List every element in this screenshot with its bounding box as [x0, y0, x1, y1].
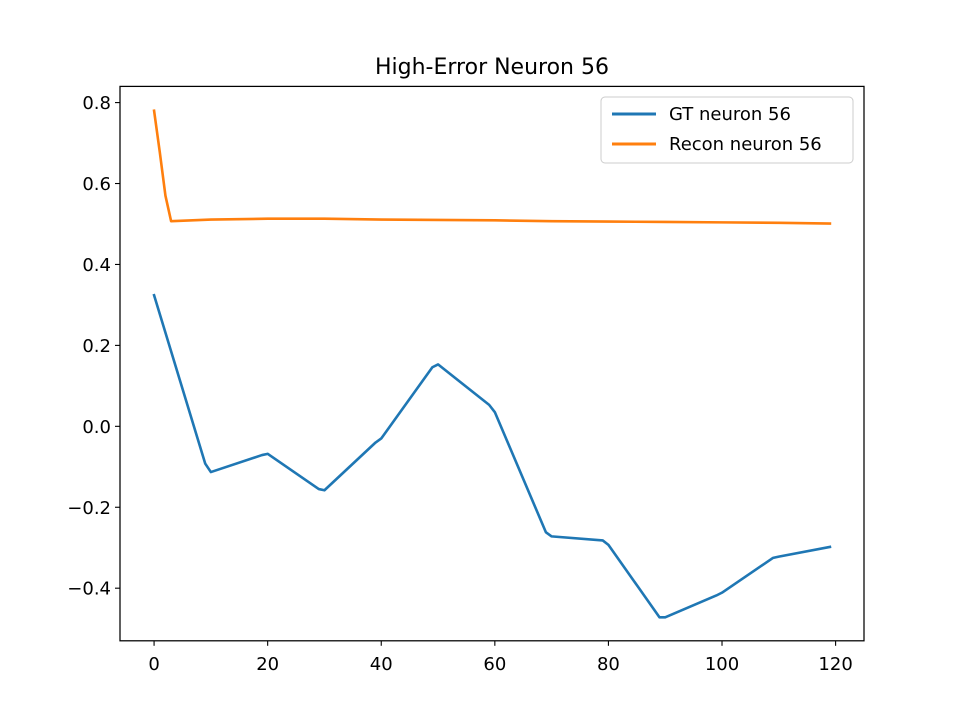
- series-line-recon: [152, 109, 832, 225]
- series-layer: [152, 109, 832, 619]
- legend: GT neuron 56 Recon neuron 56: [600, 96, 854, 164]
- y-tick-label: 0.6: [82, 174, 111, 195]
- chart-title: High-Error Neuron 56: [375, 55, 609, 80]
- y-axis: −0.4 −0.2 0.0 0.2 0.4 0.6 0.8: [67, 93, 120, 600]
- legend-label-recon: Recon neuron 56: [669, 134, 822, 155]
- y-tick-label: 0.0: [82, 417, 111, 438]
- x-tick-label: 40: [370, 654, 393, 675]
- x-tick-label: 20: [256, 654, 279, 675]
- y-tick-label: −0.4: [67, 579, 111, 600]
- x-tick-label: 60: [483, 654, 506, 675]
- y-tick-label: −0.2: [67, 498, 111, 519]
- plot-area-frame: [119, 85, 865, 642]
- legend-label-gt: GT neuron 56: [669, 104, 791, 125]
- y-tick-label: 0.8: [82, 93, 111, 114]
- y-tick-label: 0.2: [82, 336, 111, 357]
- x-tick-label: 80: [597, 654, 620, 675]
- series-line-gt: [152, 293, 832, 619]
- y-tick-label: 0.4: [82, 255, 111, 276]
- x-tick-label: 120: [818, 654, 852, 675]
- legend-box: [600, 96, 854, 164]
- x-tick-label: 100: [705, 654, 739, 675]
- x-axis: 0 20 40 60 80 100 120: [148, 640, 853, 675]
- x-tick-label: 0: [148, 654, 159, 675]
